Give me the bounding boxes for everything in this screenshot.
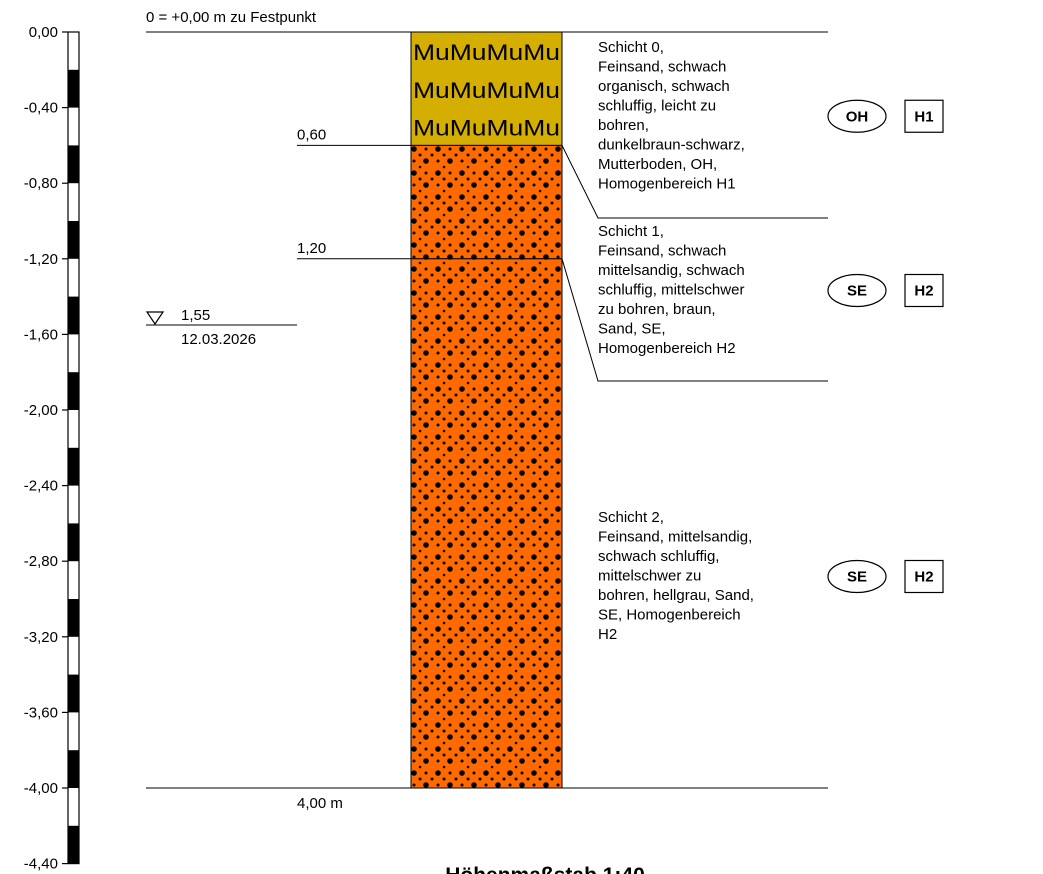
- scale-bar-segment: [68, 750, 79, 788]
- scale-tick-label: -1,20: [24, 251, 58, 268]
- layer-dot-pattern: [411, 145, 562, 259]
- scale-bar-segment: [68, 447, 79, 486]
- layer-dot-pattern: [411, 258, 562, 788]
- scale-tick-label: -1,60: [24, 326, 58, 343]
- scale-bar-segment: [68, 296, 79, 335]
- soil-group-oval: [827, 273, 887, 308]
- boundary-depth-label: 1,20: [297, 240, 326, 257]
- scale-tick-label: -3,20: [24, 629, 58, 646]
- scale-bar-segment: [68, 674, 79, 713]
- layer-description-line: Homogenbereich H1: [598, 176, 736, 193]
- layer-description-line: bohren,: [598, 117, 649, 134]
- layer-fill: [411, 32, 562, 146]
- homogeneous-area-box: [904, 99, 944, 133]
- layer-description-line: Sand, SE,: [598, 321, 666, 338]
- description-connector: [561, 145, 828, 219]
- layer-description: Schicht 2, Feinsand, mittelsandig, schwach…: [598, 509, 754, 643]
- layer-description-line: schluffig, mittelschwer: [598, 282, 744, 299]
- homogeneous-area-box: [904, 273, 944, 308]
- scale-bar-segment: [68, 599, 79, 637]
- mu-pattern-row: MuMuMuMu: [413, 116, 560, 141]
- layer-description-line: H2: [598, 626, 617, 643]
- layer-description-line: schluffig, leicht zu: [598, 98, 716, 115]
- layer-description-line: SE, Homogenbereich: [598, 607, 741, 624]
- scale-tick-label: 0,00: [29, 24, 58, 41]
- soil-group-label: OH: [846, 108, 869, 125]
- layer-description-line: Feinsand, schwach: [598, 243, 726, 260]
- layer-description-line: schwach schluffig,: [598, 548, 719, 565]
- mu-pattern-row: MuMuMuMu: [413, 40, 560, 65]
- layer-description-line: mittelschwer zu: [598, 568, 701, 585]
- final-depth-label: 4,00 m: [297, 795, 343, 812]
- layer-description: Schicht 1, Feinsand, schwach mittelsandig,…: [598, 223, 745, 357]
- layer-description-line: Schicht 2,: [598, 509, 664, 526]
- scale-tick-label: -2,00: [24, 402, 58, 419]
- scale-tick-label: -2,80: [24, 553, 58, 570]
- scale-bar-segment: [68, 69, 79, 108]
- scale-bar-segment: [68, 221, 79, 259]
- scale-tick-label: -4,40: [24, 856, 58, 873]
- mu-pattern: MuMuMuMu MuMuMuMu MuMuMuMu: [413, 40, 560, 141]
- layer-description-line: Feinsand, mittelsandig,: [598, 529, 752, 546]
- layer-description-line: organisch, schwach: [598, 78, 730, 95]
- depth-scale: 0,00 -0,40 -0,80 -1,20 -1,60 -2,00 -2,40 -2,80 -…: [24, 24, 80, 873]
- boundary-depth-label: 0,60: [297, 126, 326, 143]
- homogeneous-area-label: H2: [914, 569, 933, 586]
- scale-tick-label: -2,40: [24, 478, 58, 495]
- layer-description-line: Mutterboden, OH,: [598, 156, 717, 173]
- groundwater-depth: 1,55: [181, 307, 210, 324]
- layer-description-line: Homogenbereich H2: [598, 340, 736, 357]
- groundwater-date: 12.03.2026: [181, 331, 256, 348]
- soil-group-label: SE: [847, 283, 867, 300]
- groundwater-marker: 1,55 12.03.2026: [145, 307, 297, 348]
- scale-tick-label: -0,40: [24, 100, 58, 117]
- homogeneous-area-box: [904, 559, 944, 594]
- layer-description-line: Feinsand, schwach: [598, 59, 726, 76]
- layer-description-line: bohren, hellgrau, Sand,: [598, 587, 754, 604]
- layer-description-line: Schicht 1,: [598, 223, 664, 240]
- soil-group-label: SE: [847, 569, 867, 586]
- scale-tick-label: -0,80: [24, 175, 58, 192]
- scale-bar-segment: [68, 825, 79, 864]
- groundwater-triangle-icon: [145, 311, 165, 326]
- layer-description-line: mittelsandig, schwach: [598, 262, 745, 279]
- homogeneous-area-label: H1: [914, 108, 933, 125]
- homogeneous-area-label: H2: [914, 283, 933, 300]
- soil-group-oval: [827, 99, 887, 133]
- layer-description-line: dunkelbraun-schwarz,: [598, 137, 745, 154]
- layer-description-line: zu bohren, braun,: [598, 301, 716, 318]
- scale-tick-label: -4,00: [24, 780, 58, 797]
- scale-tick-label: -3,60: [24, 704, 58, 721]
- layer-description-line: Schicht 0,: [598, 39, 664, 56]
- reference-label: 0 = +0,00 m zu Festpunkt: [146, 9, 317, 26]
- description-connector: [561, 258, 828, 382]
- scale-title: Höhenmaßstab 1:40: [445, 864, 645, 874]
- scale-bar-segment: [68, 145, 79, 184]
- layer-column: MuMuMuMu MuMuMuMu MuMuMuMu 0,60 1,20 Schicht …: [146, 31, 944, 789]
- mu-pattern-row: MuMuMuMu: [413, 78, 560, 103]
- scale-bar-segment: [68, 372, 79, 410]
- scale-bar-segment: [68, 523, 79, 562]
- layer-description: Schicht 0, Feinsand, schwach organisch, sc…: [598, 39, 745, 193]
- soil-group-oval: [827, 559, 887, 594]
